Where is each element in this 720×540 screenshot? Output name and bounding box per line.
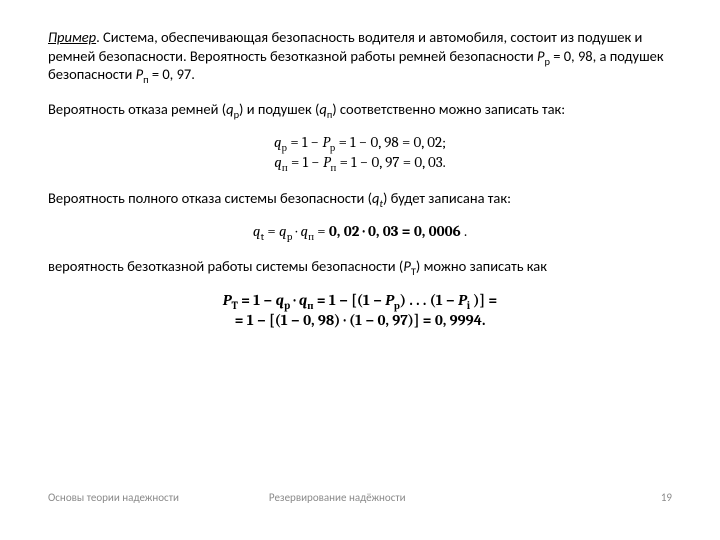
b3-f1: PT = 1 − qp · qп = 1 − [(1 − Pр) . . . (…	[223, 291, 497, 309]
b3-a: вероятность безотказной работы системы б…	[48, 257, 403, 275]
block3-text: вероятность безотказной работы системы б…	[48, 257, 672, 276]
b1-a: Вероятность отказа ремней (	[48, 100, 226, 118]
qp-sym: q	[226, 100, 233, 118]
PT-sym: P	[403, 257, 411, 275]
Pn-eq: = 0, 97.	[149, 65, 195, 83]
block3-formula: PT = 1 − qp · qп = 1 − [(1 − Pр) . . . (…	[48, 290, 672, 331]
block2-text: Вероятность полного отказа системы безоп…	[48, 189, 672, 208]
b2-b: ) будет записана так:	[383, 189, 511, 207]
footer-left: Основы теории надежности	[48, 491, 269, 504]
footer-page-number: 19	[661, 491, 672, 504]
block2-formula: qt = qp · qп = 0, 02 · 0, 03 = 0, 0006 .	[48, 221, 672, 241]
b1-b: ) и подушек (	[239, 100, 319, 118]
footer-center: Резервирование надёжности	[269, 491, 661, 504]
b3-b: ) можно записать как	[416, 257, 547, 275]
slide-page: Пример. Система, обеспечивающая безопасн…	[0, 0, 720, 540]
b1-c: ) соответственно можно записать так:	[332, 100, 565, 118]
example-label: Пример	[48, 28, 96, 46]
b2-f: qt = qp · qп = 0, 02 · 0, 03 = 0, 0006 .	[253, 222, 467, 240]
b2-a: Вероятность полного отказа системы безоп…	[48, 189, 372, 207]
Pn-sym: P	[136, 65, 144, 83]
b1-f1: qр = 1 − Pр = 1 − 0, 98 = 0, 02;	[274, 133, 446, 151]
intro-paragraph: Пример. Система, обеспечивающая безопасн…	[48, 28, 672, 84]
footer: Основы теории надежности Резервирование …	[48, 491, 672, 504]
block1-formula: qр = 1 − Pр = 1 − 0, 98 = 0, 02; qп = 1 …	[48, 132, 672, 173]
block1-text: Вероятность отказа ремней (qр) и подушек…	[48, 100, 672, 119]
qn-sym: q	[319, 100, 326, 118]
b1-f2: qп = 1 − Pп = 1 − 0, 97 = 0, 03.	[274, 153, 446, 171]
b3-f2: = 1 − [(1 − 0, 98) · (1 − 0, 97)] = 0, 9…	[235, 311, 486, 329]
